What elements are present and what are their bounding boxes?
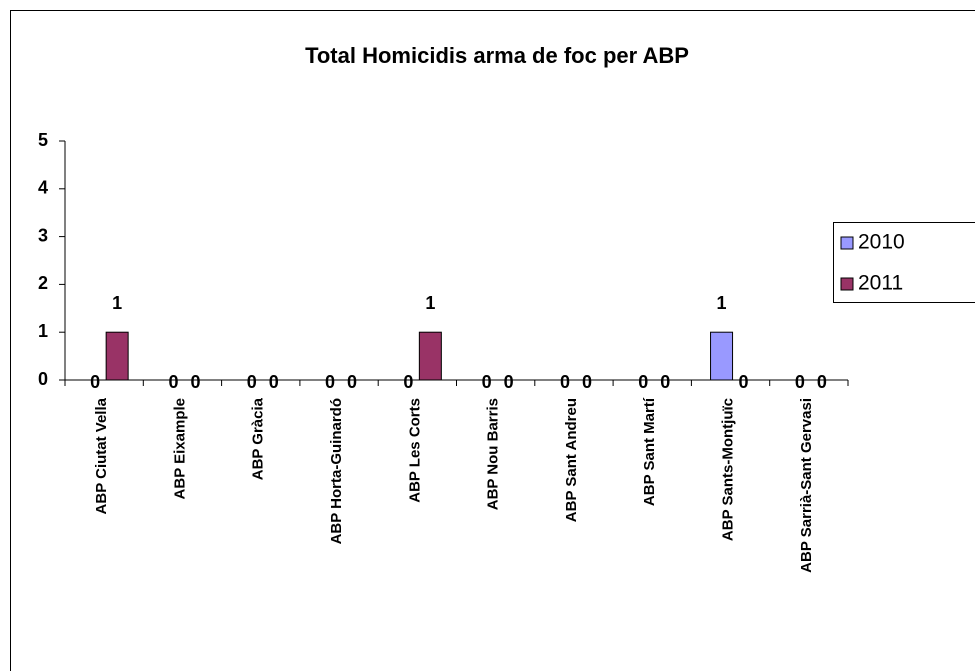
y-tick-label: 2 (38, 273, 48, 293)
y-tick-label: 1 (38, 321, 48, 341)
legend-swatch (840, 236, 854, 250)
data-label: 0 (347, 372, 357, 392)
x-tick-label: ABP Gràcia (250, 397, 267, 480)
y-tick-label: 0 (38, 369, 48, 389)
data-label: 0 (269, 372, 279, 392)
data-label: 1 (717, 293, 727, 313)
data-label: 0 (190, 372, 200, 392)
data-label: 0 (638, 372, 648, 392)
data-label: 1 (425, 293, 435, 313)
bar (710, 331, 734, 381)
data-label: 0 (817, 372, 827, 392)
y-tick-label: 3 (38, 225, 48, 245)
data-label: 0 (560, 372, 570, 392)
y-tick-label: 4 (38, 178, 48, 198)
legend-label: 2011 (858, 272, 903, 295)
x-tick-label: ABP Sants-Montjuïc (720, 398, 737, 541)
chart-title: Total Homicidis arma de foc per ABP (305, 43, 689, 68)
data-label: 0 (482, 372, 492, 392)
x-tick-label: ABP Les Corts (406, 398, 423, 503)
bar (418, 331, 442, 381)
data-label: 0 (582, 372, 592, 392)
x-tick-label: ABP Ciutat Vella (93, 397, 110, 514)
x-tick-label: ABP Sant Martí (641, 397, 658, 506)
data-label: 1 (112, 293, 122, 313)
data-label: 0 (90, 372, 100, 392)
legend-label: 2010 (858, 231, 905, 254)
data-label: 0 (739, 372, 749, 392)
x-tick-label: ABP Nou Barris (485, 398, 502, 510)
data-label: 0 (247, 372, 257, 392)
data-label: 0 (325, 372, 335, 392)
data-label: 0 (403, 372, 413, 392)
data-label: 0 (660, 372, 670, 392)
y-tick-label: 5 (38, 130, 48, 150)
x-tick-label: ABP Sarrià-Sant Gervasi (798, 398, 815, 573)
data-label: 0 (795, 372, 805, 392)
data-label: 0 (504, 372, 514, 392)
legend-swatch (840, 277, 854, 291)
x-tick-label: ABP Eixample (171, 398, 188, 499)
x-tick-label: ABP Horta-Guinardó (328, 398, 345, 544)
chart-border (10, 10, 975, 671)
data-label: 0 (168, 372, 178, 392)
legend-box (833, 222, 975, 303)
x-tick-label: ABP Sant Andreu (563, 398, 580, 522)
bar (105, 331, 129, 381)
